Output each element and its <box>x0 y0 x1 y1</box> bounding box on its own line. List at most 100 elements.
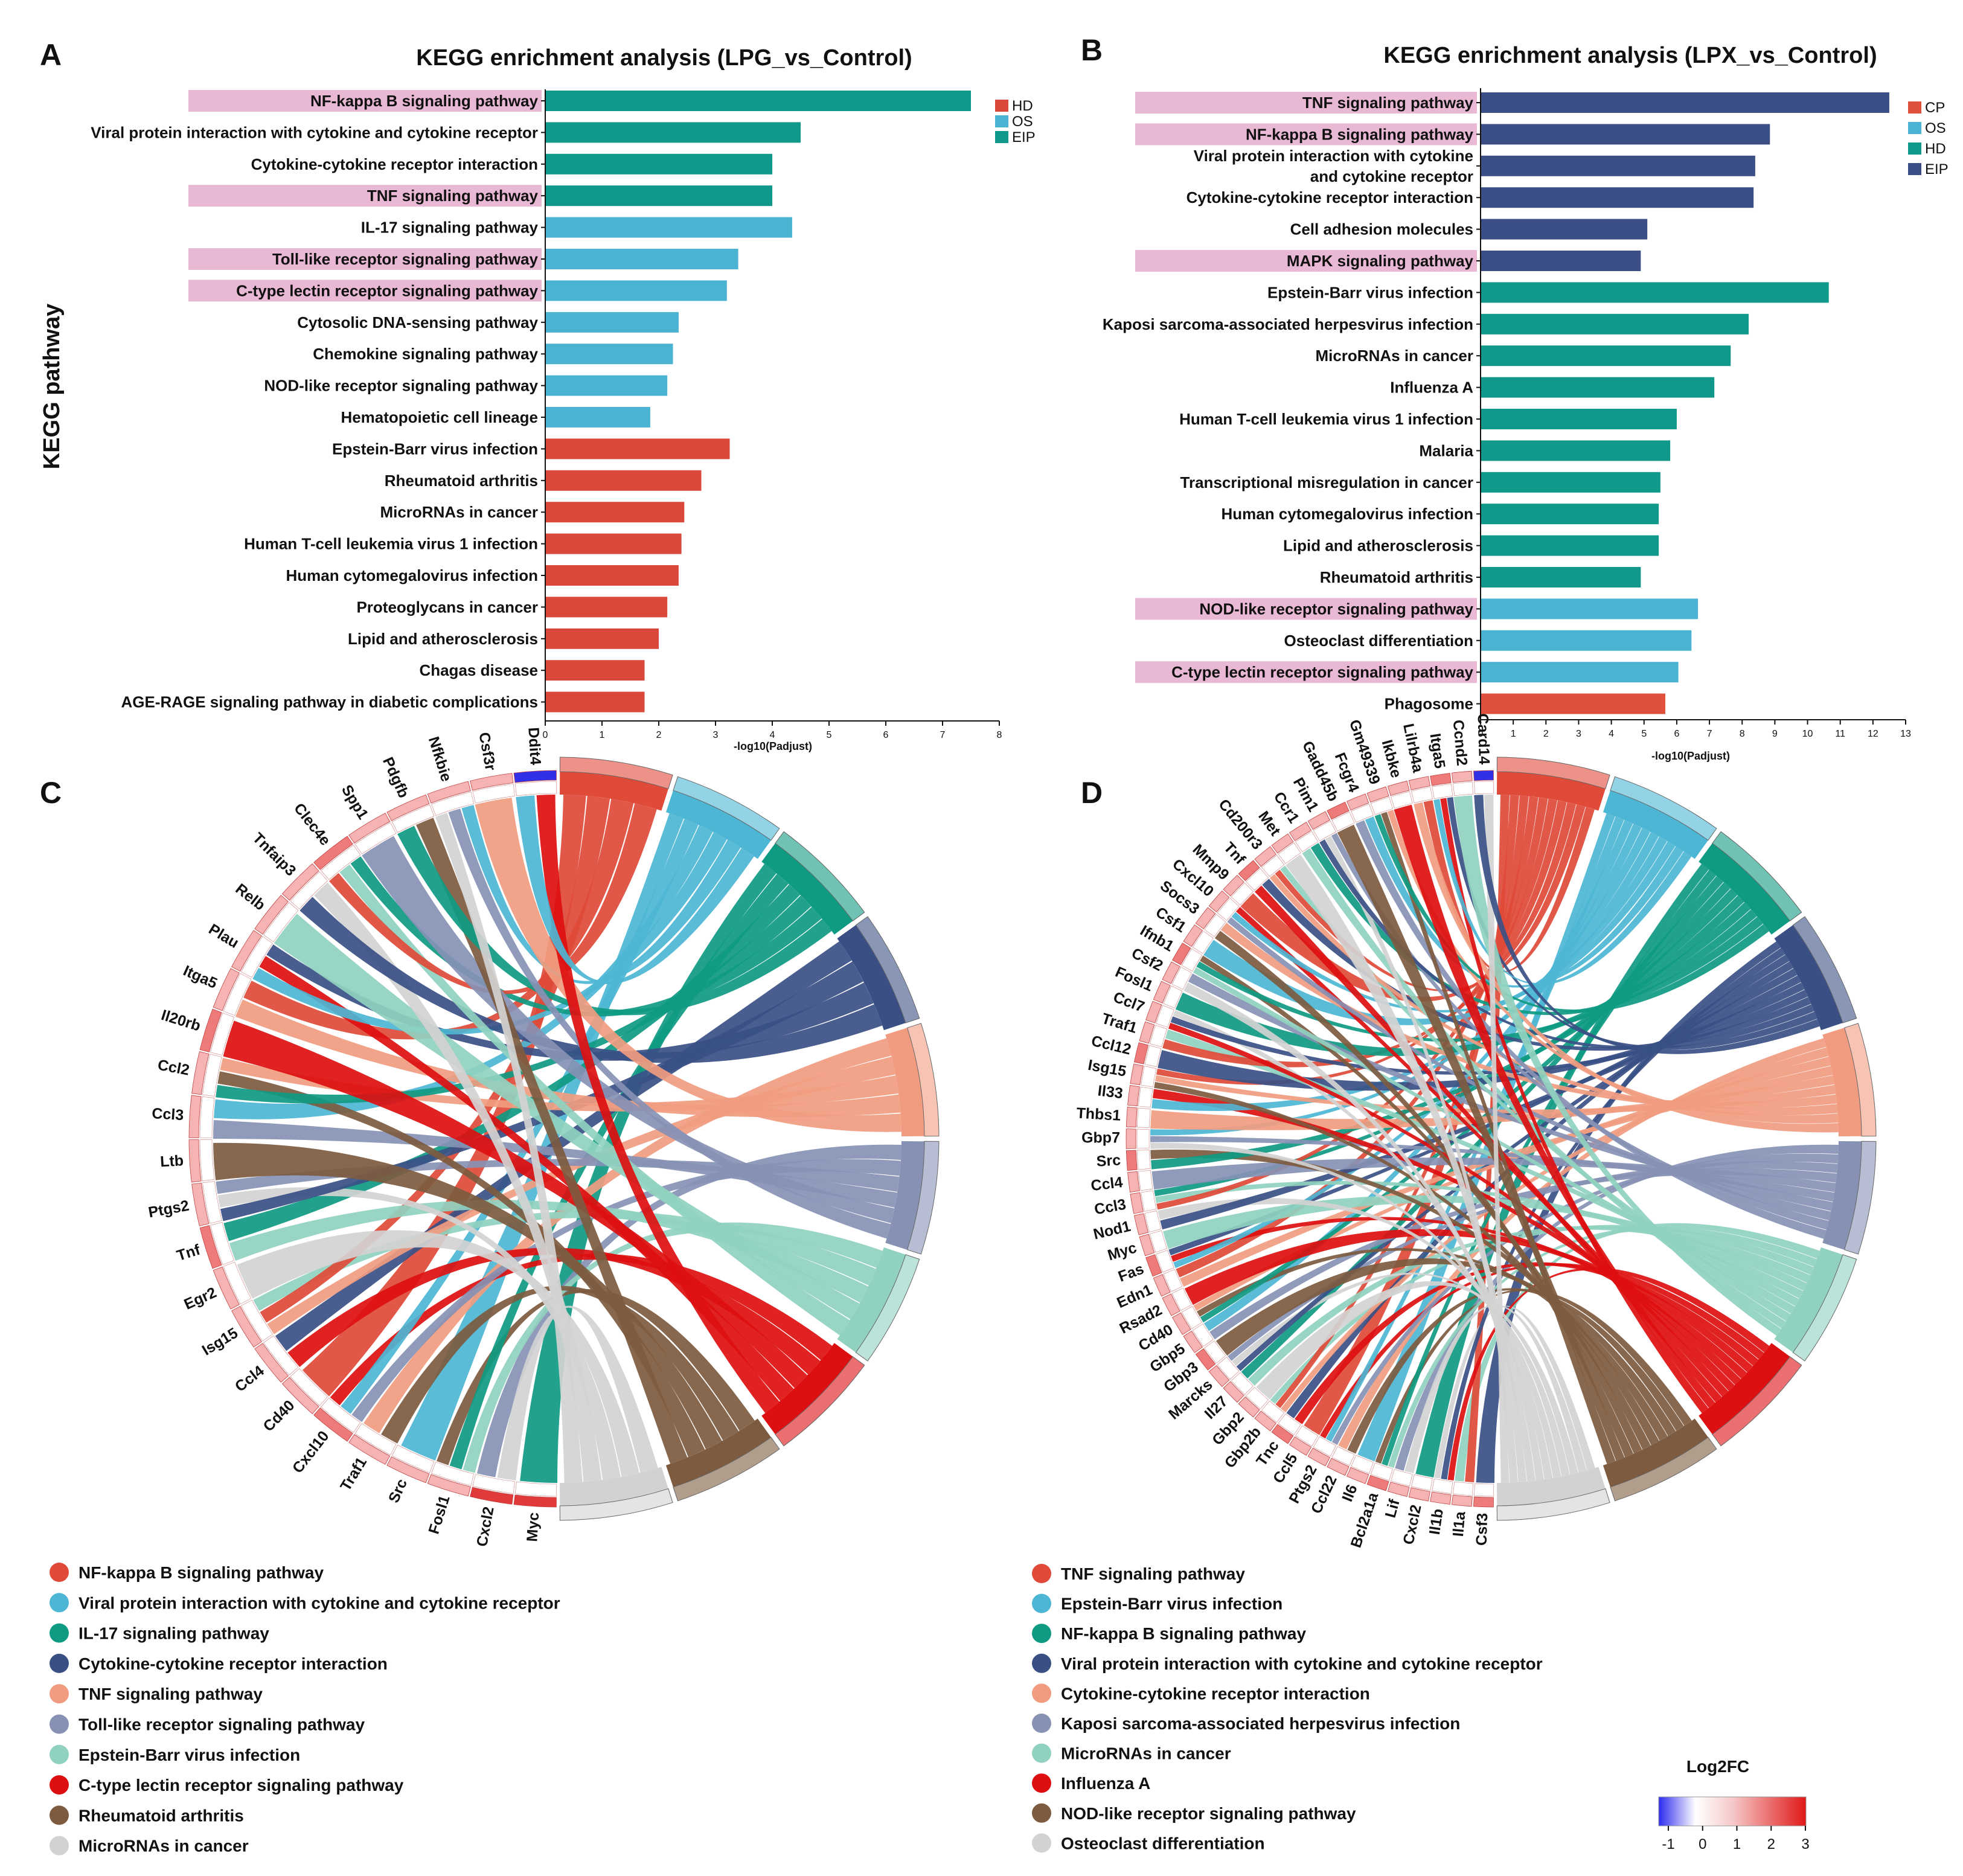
color-scale-tick-label: 0 <box>1699 1836 1706 1852</box>
gene-inner-track <box>472 784 515 804</box>
category-label: MicroRNAs in cancer <box>380 503 538 521</box>
gene-label: Traf1 <box>1100 1010 1139 1037</box>
chart-a-title: KEGG enrichment analysis (LPG_vs_Control… <box>416 45 912 71</box>
pathway-outer-track <box>1712 1356 1802 1447</box>
gene-arc-csf3 <box>1473 1496 1494 1508</box>
gene-inner-track <box>1391 1469 1413 1487</box>
gene-inner-track <box>1261 854 1285 877</box>
gene-arc-il33 <box>1127 1085 1140 1107</box>
gene-arc-ccl12 <box>1133 1042 1149 1064</box>
chord-ribbon <box>1434 1305 1595 1479</box>
gene-arc-met <box>1271 833 1294 854</box>
x-tick-label: 12 <box>1868 729 1878 739</box>
bar-cytokine-cytokine-receptor-interaction <box>545 153 772 174</box>
gene-label: Myc <box>524 1512 542 1542</box>
gene-inner-track <box>1411 1474 1433 1491</box>
x-tick-label: 11 <box>1835 729 1845 739</box>
legend-swatch-hd <box>995 100 1008 112</box>
pathway-arc-il-17-signaling-pathway <box>761 843 853 935</box>
pathway-outer-track <box>673 776 780 841</box>
gene-inner-track <box>1204 1340 1226 1364</box>
gene-arc-ccl3 <box>1130 1192 1144 1214</box>
gene-inner-track <box>1411 787 1433 804</box>
highlight-band <box>1135 250 1477 272</box>
category-label: Epstein-Barr virus infection <box>1267 283 1473 301</box>
category-label: Chagas disease <box>419 661 538 679</box>
legend-swatch-micrornas-in-cancer <box>50 1836 69 1855</box>
gene-inner-track <box>1156 1250 1174 1273</box>
gene-inner-track <box>1149 1025 1168 1048</box>
gene-arc-myc <box>1139 1234 1155 1257</box>
legend-swatch-epstein-barr-virus-infection <box>1032 1593 1051 1613</box>
pathway-arc-rheumatoid-arthritis <box>665 1418 771 1487</box>
legend-label: Osteoclast differentiation <box>1061 1834 1265 1852</box>
gene-inner-track <box>514 1481 557 1497</box>
gene-inner-track <box>354 1423 397 1455</box>
bar-epstein-barr-virus-infection <box>1481 282 1829 303</box>
bar-mapk-signaling-pathway <box>1481 251 1641 271</box>
chord-ribbon <box>416 818 688 1464</box>
gene-inner-track <box>199 1139 215 1182</box>
category-label: Chemokine signaling pathway <box>313 345 538 363</box>
gene-label: Il6 <box>1339 1482 1360 1504</box>
gene-label: Ccl3 <box>1093 1196 1127 1218</box>
gene-arc-csf2 <box>1162 961 1180 984</box>
gene-inner-track <box>1474 1483 1494 1497</box>
pathway-arc-influenza-a <box>1699 1343 1790 1435</box>
category-label: NF-kappa B signaling pathway <box>310 92 539 110</box>
pathway-outer-track <box>855 916 920 1023</box>
category-label: AGE-RAGE signaling pathway in diabetic c… <box>121 693 538 711</box>
gene-arc-csf3r <box>470 773 514 791</box>
legend-label: C-type lectin receptor signaling pathway <box>78 1776 404 1794</box>
gene-arc-lif <box>1387 1482 1410 1497</box>
gene-label: Ccl2 <box>156 1057 191 1079</box>
bar-kaposi-sarcoma-associated-herpesvirus-infection <box>1481 313 1749 335</box>
bar-micrornas-in-cancer <box>1481 345 1731 367</box>
category-label: MicroRNAs in cancer <box>1315 347 1473 365</box>
bar-tnf-signaling-pathway <box>1481 92 1889 113</box>
gene-inner-track <box>1204 914 1226 937</box>
chord-ribbon <box>1388 1226 1817 1468</box>
gene-inner-track <box>1370 1462 1393 1481</box>
x-tick-label: 6 <box>883 730 889 740</box>
gene-arc-pim1 <box>1307 811 1330 830</box>
pathway-outer-track <box>906 1023 940 1137</box>
bar-age-rage-signaling-pathway-in-diabetic-complications <box>545 691 645 712</box>
gene-arc-ifnb1 <box>1172 943 1191 965</box>
legend-swatch-tnf-signaling-pathway <box>1032 1564 1051 1583</box>
gene-arc-nfkbie <box>427 781 471 804</box>
gene-arc-cd40 <box>281 1377 319 1415</box>
gene-arc-card14 <box>1473 770 1494 781</box>
gene-arc-ltb <box>188 1139 202 1183</box>
x-tick-label: 5 <box>1641 729 1647 739</box>
gene-arc-itga5 <box>1430 773 1452 786</box>
pathway-outer-track <box>1843 1023 1877 1137</box>
x-tick-label: 6 <box>1674 729 1679 739</box>
pathway-outer-track <box>775 1356 865 1447</box>
legend-swatch-influenza-a <box>1032 1773 1051 1793</box>
gene-label: Il1a <box>1450 1510 1469 1537</box>
x-tick-label: 8 <box>1740 729 1745 739</box>
gene-arc-il27 <box>1223 1381 1244 1403</box>
bar-micrornas-in-cancer <box>545 502 685 523</box>
gene-label: Tnf <box>175 1241 202 1264</box>
gene-arc-src <box>1126 1150 1138 1171</box>
gene-arc-ccl2 <box>191 1051 210 1095</box>
bar-nod-like-receptor-signaling-pathway <box>545 375 668 396</box>
gene-inner-track <box>1246 868 1269 891</box>
pathway-arc-viral-protein-interaction-with-cytokine-and-cytokine-receptor <box>1774 925 1843 1031</box>
color-scale-tick-label: -1 <box>1662 1836 1674 1852</box>
gene-arc-edn1 <box>1153 1274 1171 1297</box>
panel-letter-c: C <box>40 776 62 810</box>
highlight-band <box>188 280 542 302</box>
gene-inner-track <box>1313 1436 1336 1457</box>
gene-inner-track <box>321 1397 361 1433</box>
panel-b-bar-chart: KEGG enrichment analysis (LPX_vs_Control… <box>1103 43 1949 762</box>
chord-ribbon <box>1337 824 1625 1461</box>
category-label: Rheumatoid arthritis <box>1320 568 1473 586</box>
gene-inner-track <box>1231 882 1254 906</box>
panel-letter-d: D <box>1081 776 1103 810</box>
bar-influenza-a <box>1481 377 1715 398</box>
category-label: Rheumatoid arthritis <box>385 472 538 490</box>
highlight-band <box>1135 123 1477 146</box>
